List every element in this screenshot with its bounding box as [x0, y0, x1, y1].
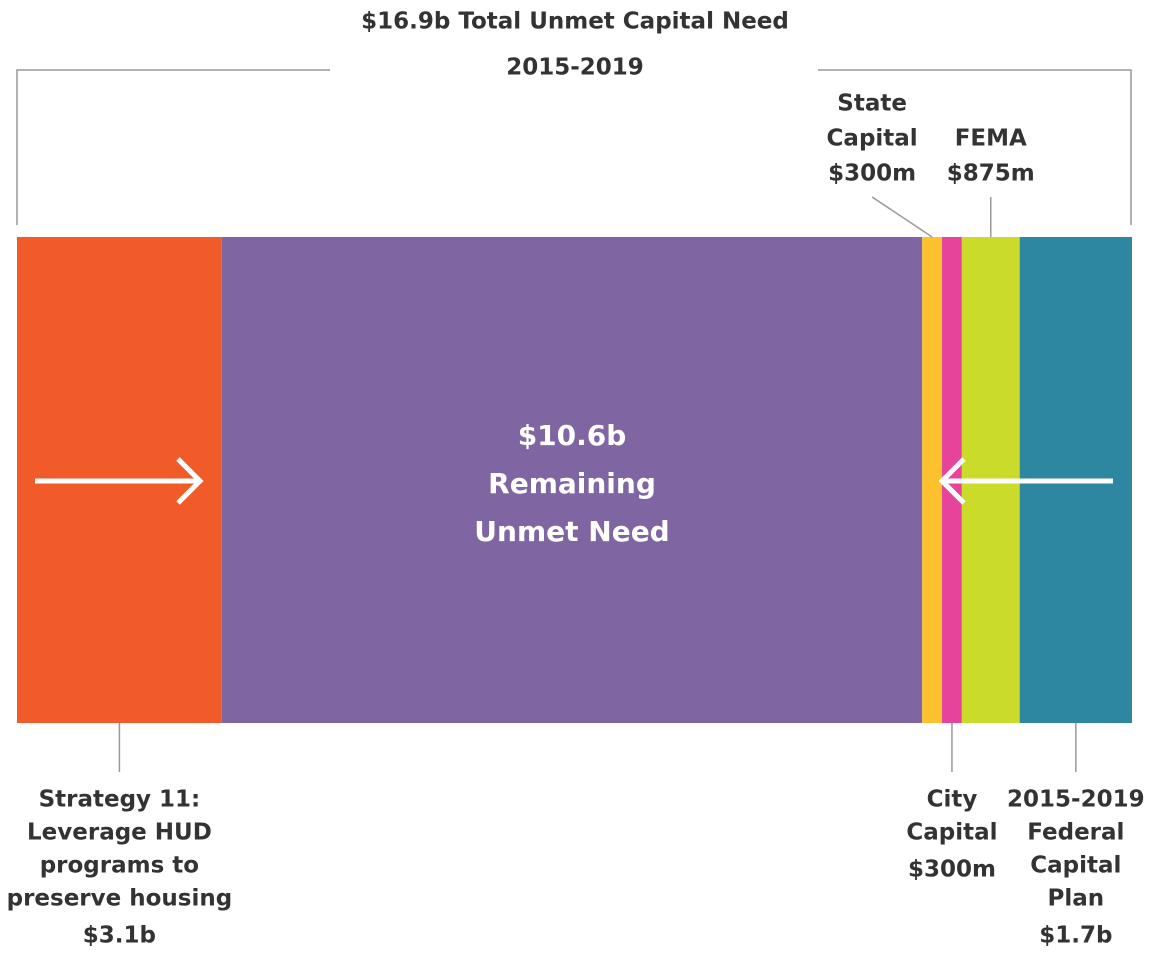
arrow-head: [938, 457, 966, 505]
segment-label: Leverage HUD: [27, 820, 212, 846]
segment-label: City: [927, 787, 978, 813]
segment-label: preserve housing: [7, 886, 233, 912]
segment-label: $875m: [947, 161, 1035, 187]
segment-label: $10.6b: [518, 419, 627, 452]
chart-subtitle: 2015-2019: [506, 55, 644, 81]
chart-title: $16.9b Total Unmet Capital Need: [361, 9, 789, 35]
segment-label: Capital: [827, 126, 918, 152]
segment-label: Federal: [1027, 820, 1124, 846]
bracket-left: [16, 69, 330, 225]
segment-label: Plan: [1048, 886, 1105, 912]
leader-line: [871, 196, 933, 238]
segment-label: Unmet Need: [474, 515, 669, 548]
bracket-right: [818, 69, 1132, 225]
segment-label: Capital: [906, 820, 997, 846]
segment-label: programs to: [40, 853, 199, 879]
segment-label: Remaining: [488, 467, 656, 500]
segment-label: Capital: [1030, 853, 1121, 879]
segment-label: Strategy 11:: [39, 787, 201, 813]
segment-label: 2015-2019: [1007, 787, 1145, 813]
segment-label: $300m: [828, 161, 916, 187]
segment-label: FEMA: [955, 126, 1027, 152]
segment-label: State: [837, 91, 907, 117]
segment-label: $3.1b: [83, 923, 156, 949]
arrow-head: [176, 457, 204, 505]
overlay: [35, 457, 1113, 505]
segment-label: $300m: [908, 857, 996, 883]
bar-segment: [221, 237, 923, 723]
segment-label: $1.7b: [1039, 923, 1112, 949]
bar-segment: [922, 237, 943, 723]
